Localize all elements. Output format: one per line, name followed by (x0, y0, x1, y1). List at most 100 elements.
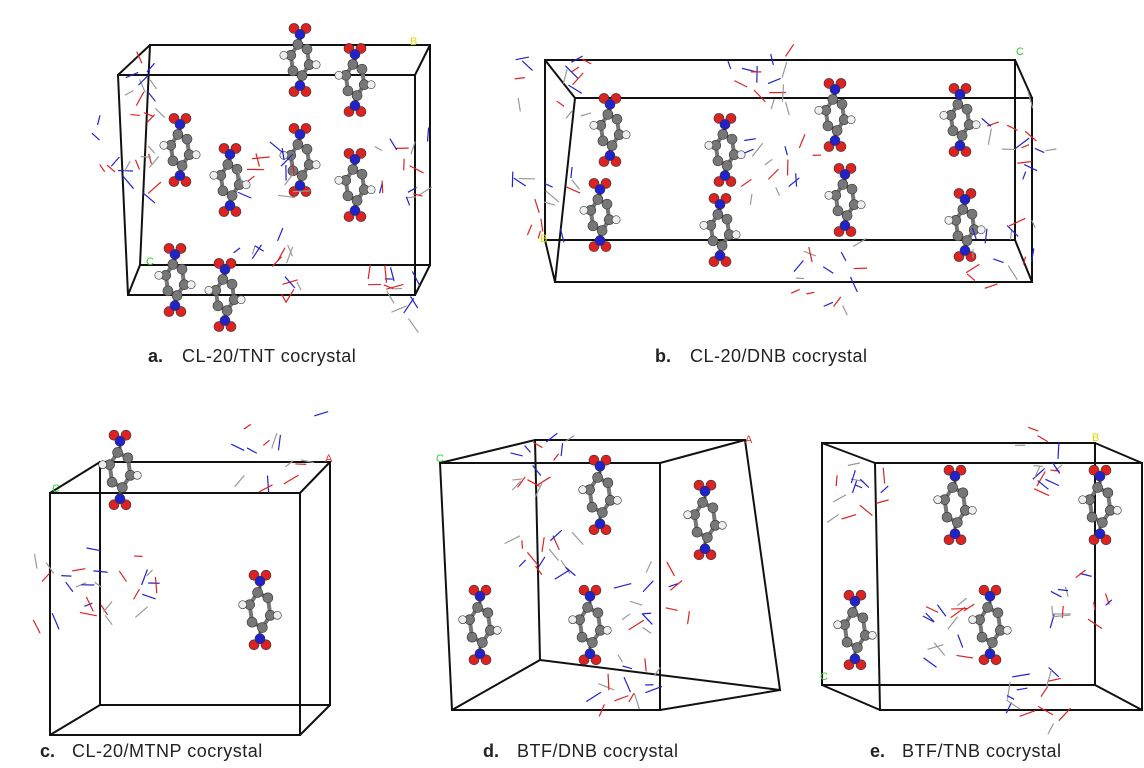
stick (951, 608, 968, 609)
atom (955, 89, 965, 99)
stick (958, 635, 963, 648)
stick (142, 569, 148, 585)
stick (149, 154, 152, 164)
stick (527, 225, 531, 235)
atom (588, 221, 598, 231)
atom (834, 621, 842, 629)
atom (459, 616, 467, 624)
stick (111, 157, 119, 166)
atom (595, 184, 605, 194)
stick (646, 561, 651, 572)
atom (968, 506, 976, 514)
stick (883, 468, 884, 484)
stick (741, 179, 751, 186)
stick (87, 548, 101, 551)
atom (717, 241, 727, 251)
atom (830, 84, 840, 94)
stick (93, 571, 107, 572)
atom (213, 301, 223, 311)
stick (1053, 615, 1070, 617)
atom (605, 99, 615, 109)
atom (953, 99, 963, 109)
atom (950, 471, 960, 481)
axis-label: B (1092, 432, 1099, 444)
stick (843, 305, 848, 315)
atom (593, 194, 603, 204)
unit-cell (822, 443, 1142, 710)
atom (175, 119, 185, 129)
molecules (33, 23, 1121, 734)
stick (833, 495, 846, 502)
stick (614, 696, 628, 701)
atom (977, 226, 985, 234)
stick (572, 180, 580, 190)
caption: CL-20/DNB cocrystal (690, 346, 868, 366)
stick (765, 159, 772, 165)
stick (549, 549, 559, 561)
stick (728, 61, 731, 69)
atom (295, 129, 305, 139)
atom (595, 461, 605, 471)
stick (247, 448, 257, 453)
atom (280, 51, 288, 59)
stick (1048, 723, 1053, 734)
atom (172, 291, 182, 301)
stick (100, 164, 105, 171)
atom (612, 114, 622, 124)
atom (115, 436, 125, 446)
atom (293, 39, 303, 49)
atom (343, 191, 353, 201)
stick (924, 658, 937, 667)
stick (634, 693, 639, 709)
atom (957, 131, 967, 141)
panel-c: C A c. CL-20/MTNP cocrystal (40, 453, 333, 761)
stick (1051, 591, 1062, 596)
atom (702, 533, 712, 543)
stick (581, 113, 591, 116)
stick (1033, 466, 1042, 467)
stick (122, 176, 133, 189)
atom (160, 141, 168, 149)
atom (722, 214, 732, 224)
stick (1045, 479, 1059, 485)
stick (92, 133, 100, 140)
atom (1087, 512, 1097, 522)
atom (838, 179, 848, 189)
atom (833, 206, 843, 216)
atom (218, 186, 228, 196)
stick (98, 115, 100, 125)
stick (1041, 687, 1048, 697)
stick (1038, 436, 1048, 442)
stick (148, 146, 154, 153)
atom (170, 249, 180, 259)
atom (823, 121, 833, 131)
atom (192, 151, 200, 159)
stick (1007, 226, 1018, 237)
atom (848, 607, 858, 617)
stick (1038, 481, 1049, 490)
stick (155, 577, 156, 593)
stick (135, 607, 147, 618)
atom (117, 483, 127, 493)
atom (962, 236, 972, 246)
stick (734, 81, 747, 87)
stick (234, 248, 241, 253)
stick (1020, 711, 1035, 717)
stick (72, 569, 85, 571)
stick (297, 282, 301, 290)
stick (144, 113, 154, 117)
atom (940, 111, 948, 119)
stick (860, 505, 873, 515)
atom (595, 236, 605, 246)
atom (247, 617, 257, 627)
stick (836, 475, 837, 486)
stick (104, 601, 113, 611)
stick (1024, 165, 1037, 171)
stick (768, 78, 781, 83)
atom (718, 129, 728, 139)
stick (855, 485, 862, 488)
stick (34, 554, 36, 569)
atom (934, 496, 942, 504)
atom (585, 591, 595, 601)
atom (168, 156, 178, 166)
